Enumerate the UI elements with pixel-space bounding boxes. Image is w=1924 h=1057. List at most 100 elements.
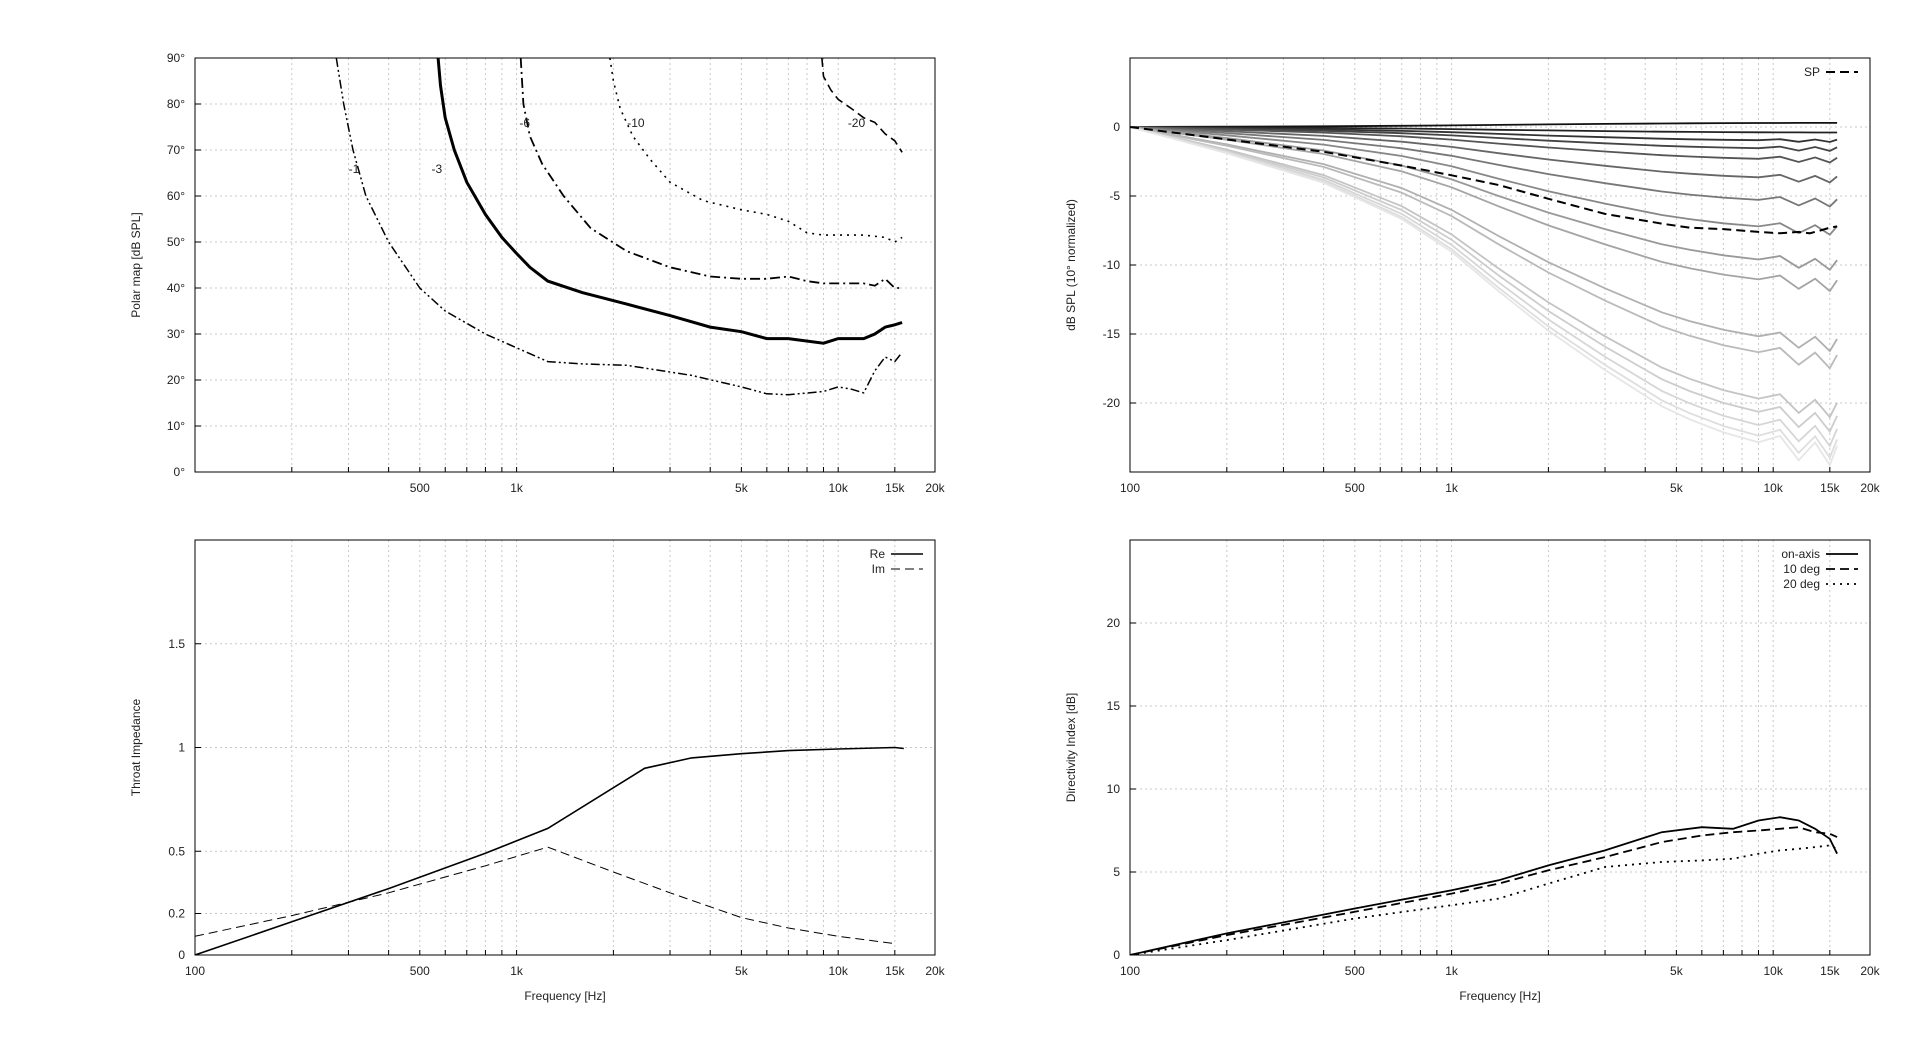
y-tick-label: 50° [167,235,185,249]
angle-curve-line [1130,126,1838,208]
y-tick-label: 0 [1113,120,1120,134]
contour-label: -6 [519,116,530,130]
y-axis-label: Directivity Index [dB] [1064,693,1078,802]
angle-curve-line [1130,126,1838,353]
y-axis-label: Throat Impedance [129,698,143,796]
x-tick-label: 1k [510,481,524,495]
series-line-re [195,746,904,955]
x-tick-label: 10k [1764,964,1784,978]
angle-curve-line [1130,122,1838,128]
y-tick-label: 70° [167,143,185,157]
y-tick-label: 5 [1113,865,1120,879]
series-line--6 [519,58,903,289]
plot-area: -1 -3 -6 -10 -20 [335,58,903,396]
x-tick-label: 15k [885,964,905,978]
x-tick-label: 20k [1860,481,1880,495]
contour-label: -3 [432,162,443,176]
series-line--20 [821,58,903,153]
contour-label: -1 [349,162,360,176]
x-tick-label: 500 [1345,964,1365,978]
series-line--1 [335,58,903,396]
y-tick-label: 90° [167,51,185,65]
y-tick-label: 1.5 [168,637,185,651]
x-axis-label: Frequency [Hz] [524,989,605,1003]
x-tick-label: 15k [1820,481,1840,495]
y-tick-label: -15 [1103,327,1121,341]
angle-curve-line [1130,126,1838,272]
y-tick-label: 0 [178,948,185,962]
angle-curve-line [1130,126,1838,236]
chart-panel-polar-map: 500 1k 5k 10k 15k 20k 0° 10° 20° 30° 40° 50° 60° 70° 8… [129,51,946,495]
y-tick-label: 0° [174,465,186,479]
x-tick-label: 1k [510,964,524,978]
y-tick-label: 80° [167,97,185,111]
x-tick-label: 5k [1670,964,1684,978]
angle-curve-line [1130,126,1838,184]
chart-panel-throat-impedance: 100 500 1k 5k 10k 15k 20k 0 0.2 0.5 1 1.5 Throat Imp… [129,539,946,1003]
y-axis-label: Polar map [dB SPL] [129,212,143,317]
y-tick-label: 0.2 [168,907,185,921]
x-tick-label: 5k [735,964,749,978]
x-tick-label: 1k [1445,964,1459,978]
chart-panel-directivity-index: 100 500 1k 5k 10k 15k 20k 0 5 10 15 20 Directivity I… [1064,539,1881,1003]
angle-curve-line [1130,126,1838,468]
x-tick-label: 100 [1120,964,1140,978]
x-tick-label: 5k [735,481,749,495]
plot-frame [1129,539,1871,956]
plot-area [1130,816,1838,955]
series-line-20-deg [1130,844,1838,955]
x-tick-label: 1k [1445,481,1459,495]
y-tick-label: 10° [167,419,185,433]
y-tick-label: 1 [178,741,185,755]
angle-curve-line [1130,126,1838,370]
y-tick-label: 0 [1113,948,1120,962]
x-tick-label: 20k [925,481,945,495]
angle-curve-line [1130,126,1838,460]
x-tick-label: 20k [925,964,945,978]
angle-curve-line [1130,126,1838,419]
x-tick-label: 500 [1345,481,1365,495]
angle-curve-line [1130,126,1838,448]
angle-curve-line [1130,126,1838,164]
series-line-im [195,846,895,945]
x-tick-label: 5k [1670,481,1684,495]
y-tick-label: -20 [1103,396,1121,410]
contour-label: -10 [627,116,645,130]
legend-label: SP [1804,65,1820,79]
y-axis-label: dB SPL (10° normalized) [1064,199,1078,331]
angle-curve-line [1130,126,1838,293]
angle-curve-line [1130,126,1838,134]
x-tick-label: 100 [1120,481,1140,495]
series-line--10 [609,58,903,243]
legend-label: Re [870,547,886,561]
y-tick-label: 10 [1107,782,1121,796]
x-tick-label: 20k [1860,964,1880,978]
x-tick-label: 10k [829,964,849,978]
x-tick-label: 10k [1764,481,1784,495]
series-line-sp [1130,126,1838,235]
y-tick-label: 0.5 [168,844,185,858]
y-tick-label: 15 [1107,699,1121,713]
legend-label: on-axis [1781,547,1820,561]
series-line-10-deg [1130,826,1838,955]
y-tick-label: 40° [167,281,185,295]
legend-label: 10 deg [1783,562,1820,576]
angle-curve-line [1130,126,1838,152]
y-tick-label: -10 [1103,258,1121,272]
angle-curve-line [1130,126,1838,143]
chart-panel-normalized-spl: 100 500 1k 5k 10k 15k 20k 0 -5 -10 -15 -20 dB SPL (1… [1064,57,1881,495]
contour-label: -20 [848,116,866,130]
x-tick-label: 100 [185,964,205,978]
legend-label: Im [872,562,885,576]
y-tick-label: -5 [1109,189,1120,203]
y-tick-label: 20 [1107,616,1121,630]
y-tick-label: 20° [167,373,185,387]
y-tick-label: 30° [167,327,185,341]
series-line--3 [436,58,903,345]
x-axis-label: Frequency [Hz] [1459,989,1540,1003]
plot-area [195,746,904,955]
y-tick-label: 60° [167,189,185,203]
x-tick-label: 15k [885,481,905,495]
